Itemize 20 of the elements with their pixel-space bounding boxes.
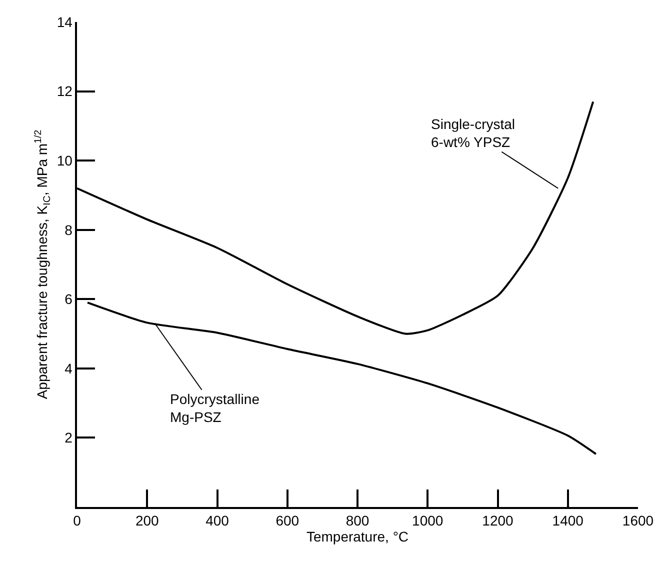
x-axis-title: Temperature, °C xyxy=(306,528,409,545)
y-tick-label: 12 xyxy=(56,83,73,100)
x-tick-label: 600 xyxy=(276,512,300,529)
y-tick-label: 2 xyxy=(64,430,73,446)
x-tick-label: 800 xyxy=(346,512,370,529)
x-tick-label: 1600 xyxy=(622,512,654,529)
x-tick-label: 0 xyxy=(73,512,82,529)
x-tick-label: 1000 xyxy=(412,512,444,529)
y-tick-label: 10 xyxy=(56,152,73,168)
y-tick-label: 14 xyxy=(56,14,73,30)
annotation: Single-crystal 6-wt% YPSZ xyxy=(431,116,516,150)
line-series xyxy=(86,302,597,455)
x-tick-label: 400 xyxy=(206,512,230,529)
y-tick-label: 6 xyxy=(64,291,73,308)
annotation: Polycrystalline Mg-PSZ xyxy=(170,391,260,426)
x-tick-label: 1200 xyxy=(482,512,514,529)
y-tick-label: 8 xyxy=(64,222,73,238)
x-tick-label: 200 xyxy=(135,512,160,529)
y-tick-label: 4 xyxy=(64,360,73,376)
x-tick-label: 1400 xyxy=(552,512,584,529)
